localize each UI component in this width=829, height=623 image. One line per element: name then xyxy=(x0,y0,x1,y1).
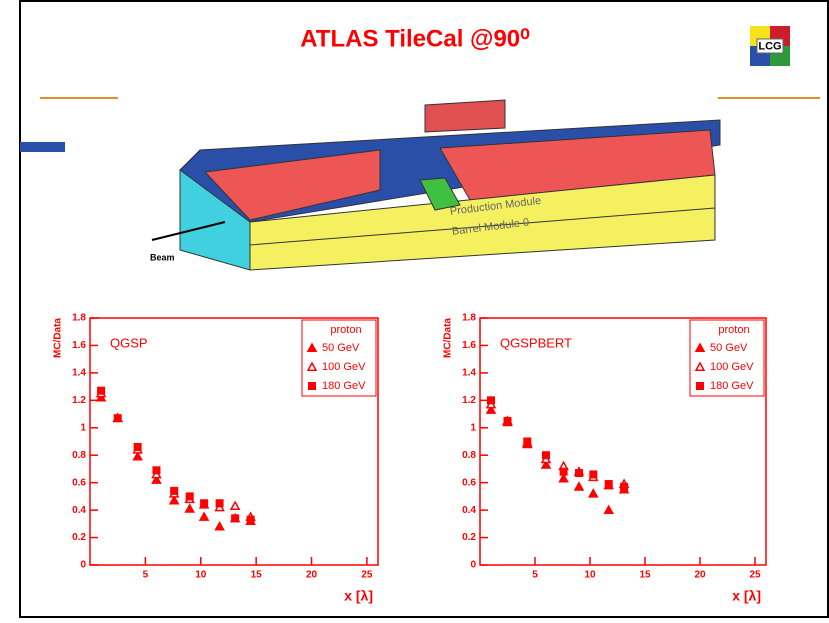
marker xyxy=(97,387,105,395)
y-tick-label: 0.2 xyxy=(72,532,86,543)
annotation: QGSP xyxy=(110,335,148,350)
legend-marker xyxy=(308,382,316,390)
marker xyxy=(487,396,495,404)
x-tick-label: 5 xyxy=(143,570,149,581)
x-tick-label: 20 xyxy=(306,570,318,581)
y-tick-label: 1.6 xyxy=(72,340,86,351)
y-tick-label: 0.6 xyxy=(462,477,476,488)
legend-label: 50 GeV xyxy=(710,342,748,354)
legend-label: 180 GeV xyxy=(710,380,754,392)
logo-text: LCG xyxy=(758,40,781,52)
marker xyxy=(575,469,583,477)
marker xyxy=(620,483,628,491)
marker xyxy=(216,499,224,507)
x-tick-label: 15 xyxy=(251,570,263,581)
y-tick-label: 0.6 xyxy=(72,477,86,488)
y-tick-label: 1.4 xyxy=(462,368,476,379)
x-tick-label: 20 xyxy=(694,570,706,581)
x-tick-label: 25 xyxy=(361,570,373,581)
marker xyxy=(200,499,208,507)
slide: ATLAS TileCal @90⁰ LCG Production Module… xyxy=(0,0,829,618)
x-tick-label: 5 xyxy=(532,570,538,581)
marker xyxy=(589,470,597,478)
x-tick-label: 10 xyxy=(195,570,207,581)
y-tick-label: 1.6 xyxy=(462,340,476,351)
y-axis-label: MC/Data xyxy=(443,318,454,358)
x-tick-label: 15 xyxy=(639,570,651,581)
y-tick-label: 1 xyxy=(80,422,86,433)
marker xyxy=(504,417,512,425)
marker xyxy=(134,443,142,451)
slide-title: ATLAS TileCal @90⁰ xyxy=(300,25,530,52)
legend-label: 100 GeV xyxy=(710,361,754,373)
y-tick-label: 0 xyxy=(80,560,86,571)
background xyxy=(0,0,829,618)
legend-label: 180 GeV xyxy=(322,380,366,392)
y-axis-label: MC/Data xyxy=(53,318,64,358)
y-tick-label: 1.2 xyxy=(72,395,86,406)
y-tick-label: 0 xyxy=(470,560,476,571)
legend-title: proton xyxy=(718,324,749,336)
legend-marker xyxy=(696,382,704,390)
y-tick-label: 1.2 xyxy=(462,395,476,406)
blue-bar xyxy=(20,142,65,152)
marker xyxy=(542,451,550,459)
marker xyxy=(560,468,568,476)
x-axis-label: x [λ] xyxy=(732,588,761,604)
y-tick-label: 0.2 xyxy=(462,532,476,543)
y-tick-label: 0.4 xyxy=(72,505,86,516)
marker xyxy=(186,492,194,500)
y-tick-label: 0.8 xyxy=(462,450,476,461)
logo: LCG xyxy=(750,26,790,66)
x-tick-label: 10 xyxy=(584,570,596,581)
figure-label: Beam xyxy=(150,252,175,262)
legend-label: 100 GeV xyxy=(322,361,366,373)
marker xyxy=(170,487,178,495)
marker xyxy=(605,480,613,488)
marker xyxy=(523,438,531,446)
marker xyxy=(114,414,122,422)
x-axis-label: x [λ] xyxy=(344,588,373,604)
y-tick-label: 1.4 xyxy=(72,368,86,379)
marker xyxy=(247,516,255,524)
y-tick-label: 0.8 xyxy=(72,450,86,461)
marker xyxy=(152,466,160,474)
y-tick-label: 1 xyxy=(470,422,476,433)
legend-title: proton xyxy=(330,324,361,336)
x-tick-label: 25 xyxy=(749,570,761,581)
y-tick-label: 1.8 xyxy=(72,313,86,324)
annotation: QGSPBERT xyxy=(500,335,572,350)
legend-label: 50 GeV xyxy=(322,342,360,354)
y-tick-label: 0.4 xyxy=(462,505,476,516)
marker xyxy=(231,514,239,522)
y-tick-label: 1.8 xyxy=(462,313,476,324)
